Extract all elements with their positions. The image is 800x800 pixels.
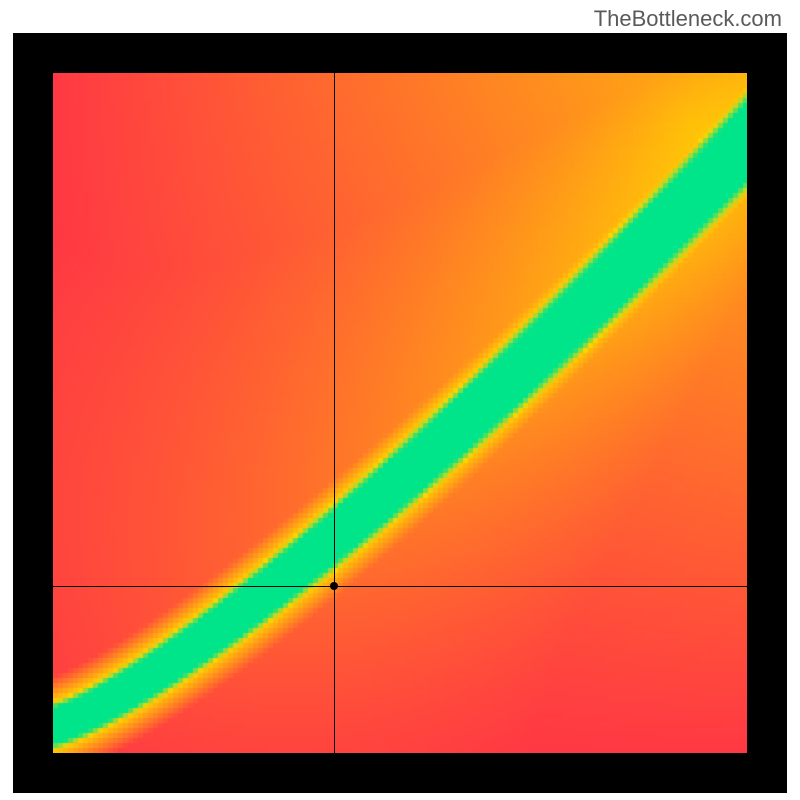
crosshair-horizontal xyxy=(53,586,747,587)
plot-frame xyxy=(13,33,787,793)
watermark-text: TheBottleneck.com xyxy=(594,6,782,32)
crosshair-vertical xyxy=(334,73,335,753)
heatmap-canvas xyxy=(53,73,747,753)
crosshair-marker xyxy=(330,582,338,590)
